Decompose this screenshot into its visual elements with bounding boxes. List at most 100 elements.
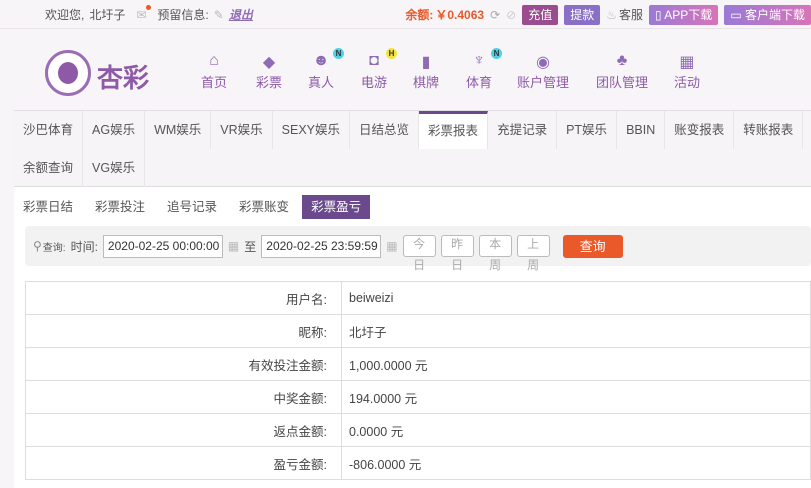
withdraw-button[interactable]: 提款 [564, 4, 601, 25]
logo[interactable]: 杏彩 [45, 50, 160, 96]
trophy-icon: ♆ N [466, 48, 503, 72]
quick-range-button[interactable]: 今日 [402, 235, 436, 272]
tab-item[interactable]: 余额查询 [14, 149, 84, 187]
subtab-item[interactable]: 彩票日结 [23, 200, 74, 214]
nav-badge: N [333, 48, 345, 59]
calendar-icon[interactable]: ▦ [386, 239, 398, 253]
phone-icon: ▯ [655, 7, 665, 22]
tab-item[interactable]: WM娱乐 [145, 111, 212, 149]
client-download-button[interactable]: ▭ 客户端下载 [724, 4, 811, 25]
quick-range-group: 今日昨日本周上周 [402, 235, 550, 272]
table-row: 用户名: beiweizi [25, 281, 811, 315]
tab-item[interactable]: VG娱乐 [83, 149, 146, 187]
row-label: 昵称: [25, 314, 342, 348]
nav-label: 账户管理 [516, 75, 570, 90]
query-bar: ⚲ 查询: 时间: 2020-02-25 00:00:00 ▦ 至 2020-0… [25, 226, 811, 272]
subtab-item[interactable]: 彩票盈亏 [302, 195, 371, 219]
query-button[interactable]: 查询 [562, 234, 623, 258]
username: 北圩子 [89, 8, 126, 22]
tab-item[interactable]: AG娱乐 [83, 111, 146, 149]
row-value: beiweizi [341, 281, 811, 315]
home-icon: ⌂ [209, 52, 219, 69]
logout-link[interactable]: 退出 [228, 8, 253, 22]
calendar-icon[interactable]: ▦ [227, 239, 240, 253]
row-label: 中奖金额: [25, 380, 342, 414]
hide-balance-icon[interactable]: ⊘ [506, 7, 517, 22]
query-label: 查询: [42, 242, 66, 254]
row-label: 有效投注金额: [25, 347, 342, 381]
tab-item[interactable]: 转账报表 [734, 111, 804, 149]
nav-label: 体育 [465, 75, 493, 90]
tab-item[interactable]: PT娱乐 [557, 111, 618, 149]
nav-item-1[interactable]: ◆ 彩票 [256, 52, 282, 91]
nav-item-7[interactable]: ♣ 团队管理 [596, 52, 648, 91]
nav-item-5[interactable]: ♆ N 体育 [465, 48, 503, 91]
nav-label: 真人 [307, 75, 335, 90]
cards-icon: ▮ [421, 54, 431, 71]
end-time-input[interactable]: 2020-02-25 23:59:59 [261, 234, 382, 258]
recharge-button[interactable]: 充值 [522, 4, 559, 25]
lottery-icon: ◆ [262, 54, 276, 71]
table-row: 返点金额: 0.0000 元 [25, 413, 811, 447]
welcome-text: 欢迎您, [45, 8, 85, 22]
table-row: 有效投注金额: 1,000.0000 元 [25, 347, 811, 381]
nav-badge: H [386, 48, 398, 59]
subtab-item[interactable]: 追号记录 [167, 200, 218, 214]
tab-item[interactable]: VR娱乐 [211, 111, 273, 149]
tab-item[interactable]: SEXY娱乐 [273, 111, 351, 149]
app-download-button[interactable]: ▯ APP下载 [649, 4, 719, 25]
nav-item-4[interactable]: ▮ 棋牌 [413, 52, 439, 91]
report-panel: 沙巴体育 AG娱乐 WM娱乐 VR娱乐 SEXY娱乐 日结总览 彩票报表 充提记录 PT娱乐 BB… [14, 110, 811, 488]
quick-range-button[interactable]: 昨日 [440, 235, 474, 272]
nav-label: 电游 [360, 75, 388, 90]
nav-item-6[interactable]: ◉ 账户管理 [517, 52, 569, 91]
edit-icon[interactable]: ✎ [213, 7, 224, 22]
nav-item-3[interactable]: ◘ H 电游 [360, 48, 398, 91]
subtab-item[interactable]: 彩票投注 [95, 200, 146, 214]
row-label: 盈亏金额: [25, 446, 342, 480]
report-subtabs: 彩票日结 彩票投注 追号记录 彩票账变 彩票盈亏 [14, 195, 371, 219]
row-value: -806.0000 元 [341, 446, 811, 480]
refresh-icon[interactable]: ⟳ [490, 7, 501, 22]
monitor-icon: ▭ [730, 7, 745, 22]
main-nav: 杏彩 ⌂ 首页 ◆ 彩票 ☻ N 真人 ◘ H 电游 ▮ 棋牌 ♆ N 体育 ◉ 账户管理 ♣ 团队管理 ▦ 活动 [0, 40, 811, 105]
report-table: 用户名: beiweizi 昵称: 北圩子 有效投注金额: 1,000.0000 元中奖金… [25, 281, 811, 480]
time-label: 时间: [70, 239, 98, 254]
service-link[interactable]: 客服 [619, 8, 644, 22]
top-bar: 欢迎您, 北圩子 ✉ 预留信息: ✎ 退出 余额: ￥0.4063 ⟳ ⊘ 充值… [0, 0, 811, 29]
to-label: 至 [244, 239, 257, 254]
table-row: 盈亏金额: -806.0000 元 [25, 446, 811, 480]
tab-item[interactable]: 沙巴体育 [14, 111, 84, 149]
row-value: 194.0000 元 [341, 380, 811, 414]
tab-item[interactable]: 日结总览 [350, 111, 420, 149]
team-icon: ♣ [616, 52, 628, 69]
report-tabs: 沙巴体育 AG娱乐 WM娱乐 VR娱乐 SEXY娱乐 日结总览 彩票报表 充提记录 PT娱乐 BB… [14, 111, 811, 187]
nav-item-0[interactable]: ⌂ 首页 [201, 52, 227, 91]
mail-icon[interactable]: ✉ [136, 4, 152, 22]
tab-item[interactable]: 彩票报表 [419, 111, 489, 149]
quick-range-button[interactable]: 上周 [516, 235, 550, 272]
gamepad-icon: ◘ H [361, 48, 398, 72]
balance-label: 余额: [405, 8, 434, 22]
quick-range-button[interactable]: 本周 [478, 235, 512, 272]
gift-icon: ▦ [679, 54, 695, 71]
nav-label: 彩票 [255, 75, 283, 90]
tab-item[interactable]: 充提记录 [488, 111, 558, 149]
start-time-input[interactable]: 2020-02-25 00:00:00 [102, 234, 223, 258]
nav-label: 团队管理 [595, 75, 649, 90]
row-label: 用户名: [25, 281, 342, 315]
nav-label: 首页 [200, 75, 228, 90]
nav-label: 活动 [673, 75, 701, 90]
top-left-group: 欢迎您, 北圩子 ✉ 预留信息: ✎ 退出 [45, 0, 253, 29]
balance-value: ￥0.4063 [435, 8, 485, 22]
tab-item[interactable]: BBIN [617, 111, 666, 149]
tab-item[interactable]: 账变报表 [665, 111, 735, 149]
table-row: 中奖金额: 194.0000 元 [25, 380, 811, 414]
row-value: 0.0000 元 [341, 413, 811, 447]
top-right-group: 余额: ￥0.4063 ⟳ ⊘ 充值 提款 ♨ 客服 ▯ APP下载 ▭ 客户端… [405, 0, 811, 29]
row-value: 北圩子 [341, 314, 811, 348]
nav-item-8[interactable]: ▦ 活动 [674, 52, 700, 91]
service-icon: ♨ [606, 7, 617, 22]
subtab-item[interactable]: 彩票账变 [239, 200, 290, 214]
nav-item-2[interactable]: ☻ N 真人 [307, 48, 345, 91]
